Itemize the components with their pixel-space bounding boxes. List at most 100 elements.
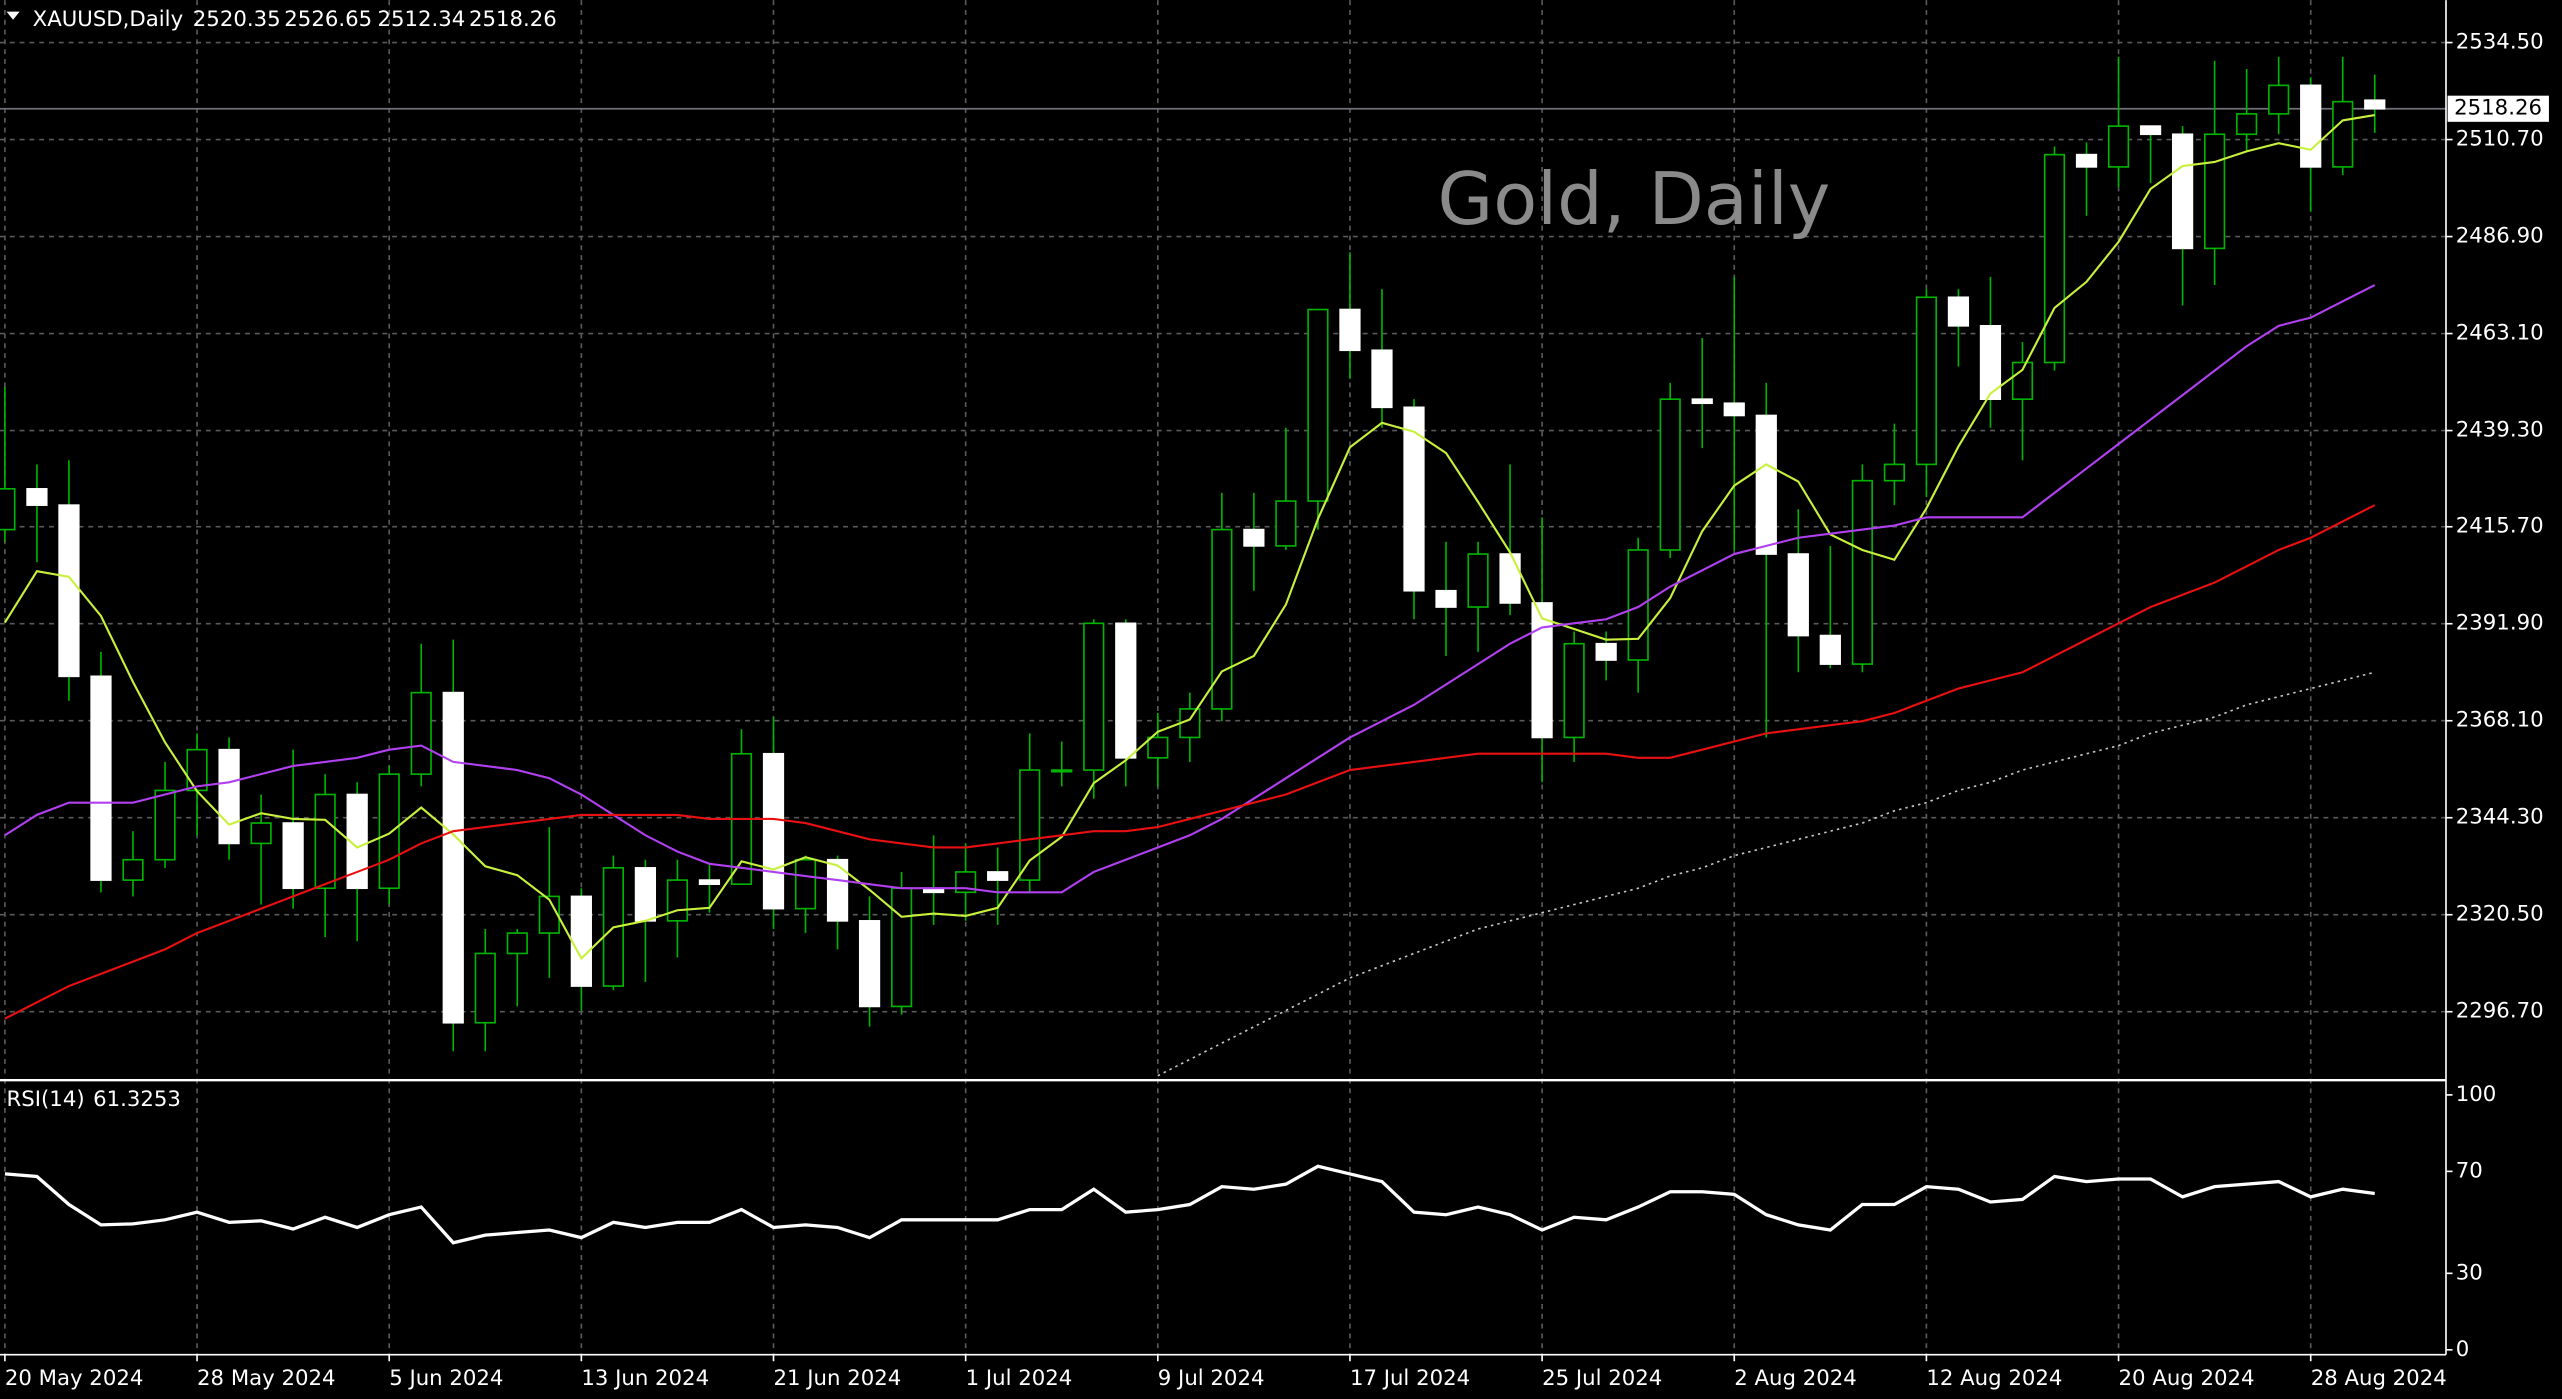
candle-body [2204, 133, 2226, 250]
candle-body [1499, 553, 1521, 604]
candle-body [2171, 133, 2194, 250]
rsi-panel [4, 1164, 2375, 1245]
header-close: 2518.26 [469, 7, 557, 32]
rsi-value: 61.3253 [93, 1087, 181, 1112]
candle-body [1147, 736, 1169, 759]
candle-body [250, 822, 272, 845]
candle-body [1627, 549, 1649, 661]
x-tick-label: 9 Jul 2024 [1158, 1366, 1265, 1391]
header-open: 2520.35 [193, 7, 281, 32]
x-tick-label: 21 Jun 2024 [774, 1366, 902, 1391]
candle-body [26, 488, 48, 506]
candle-body [2268, 84, 2290, 115]
candle-body [634, 867, 657, 922]
y-tick-label: 2391.90 [2456, 611, 2544, 636]
rsi-title: RSI(14) [7, 1087, 85, 1112]
y-tick-label: 2415.70 [2456, 514, 2544, 539]
y-tick-label: 2368.10 [2456, 708, 2544, 733]
candle-body [1339, 308, 1361, 352]
candle-body [410, 691, 432, 775]
candle-body [1595, 642, 1617, 661]
candle-body [826, 858, 849, 922]
candle-body [1723, 402, 1745, 417]
candle-body [314, 793, 336, 890]
y-tick-label: 2320.50 [2456, 902, 2544, 927]
price-label: 2518.26 [2454, 96, 2542, 121]
x-tick-label: 28 Aug 2024 [2311, 1366, 2447, 1391]
x-tick-label: 28 May 2024 [197, 1366, 335, 1391]
price-panel [0, 56, 2386, 1077]
y-tick-label: 2463.10 [2456, 321, 2544, 346]
candle-body [346, 793, 368, 890]
candle-body [858, 920, 881, 1008]
candle-body [186, 748, 208, 792]
watermark: Gold, Daily [1438, 157, 1831, 241]
candle-body [1787, 553, 1809, 637]
header-low: 2512.34 [377, 7, 465, 32]
y-tick-label: 2439.30 [2456, 418, 2544, 443]
candle-body [0, 488, 16, 531]
x-tick-label: 17 Jul 2024 [1350, 1366, 1470, 1391]
candle-body [218, 748, 240, 845]
y-tick-label: 2344.30 [2456, 805, 2544, 830]
candle-body [1819, 634, 1841, 665]
candle-body [1531, 602, 1553, 739]
symbol-title: XAUUSD,Daily [33, 7, 183, 32]
y-tick-label: 2486.90 [2456, 224, 2544, 249]
candle-body [1755, 414, 1777, 555]
y-tick-label: 2296.70 [2456, 999, 2544, 1024]
candle-body [1915, 296, 1938, 466]
line [4, 504, 2376, 1020]
candle-body [1275, 500, 1297, 547]
price-label-box [2447, 95, 2549, 122]
candle-body [1051, 769, 1073, 773]
candle-body [2332, 100, 2354, 168]
candle-body [1947, 296, 1970, 327]
candle-body [154, 789, 176, 861]
candle-body [1243, 528, 1265, 547]
candle-body [90, 675, 112, 881]
candle-body [442, 691, 464, 1024]
x-tick-label: 20 May 2024 [5, 1366, 143, 1391]
x-tick-label: 1 Jul 2024 [966, 1366, 1073, 1391]
candle-body [506, 932, 528, 955]
candle-body [474, 952, 496, 1024]
candle-body [1979, 324, 2002, 400]
candle-body [2236, 113, 2258, 136]
collapse-icon [6, 11, 20, 20]
y-tick-label: 30 [2456, 1260, 2483, 1285]
line [4, 1164, 2375, 1245]
candle-body [698, 879, 721, 885]
candle-body [122, 858, 144, 881]
candle-body [1019, 769, 1041, 881]
candle-body [58, 504, 80, 678]
candle-body [1211, 528, 1233, 710]
candle-body [570, 895, 592, 987]
x-tick-label: 12 Aug 2024 [1926, 1366, 2062, 1391]
axes [0, 0, 2453, 1362]
y-tick-label: 0 [2456, 1337, 2470, 1362]
candle-body [1371, 349, 1393, 409]
candle-body [1691, 398, 1713, 405]
candle-body [1883, 463, 1905, 482]
candle-body [282, 822, 304, 890]
y-tick-label: 70 [2456, 1158, 2483, 1183]
candle-body [2364, 99, 2386, 110]
candle-body [378, 773, 400, 890]
candle-body [2139, 125, 2162, 136]
candle-body [987, 871, 1009, 881]
x-tick-label: 5 Jun 2024 [389, 1366, 503, 1391]
y-tick-label: 2534.50 [2456, 30, 2544, 55]
candle-body [1563, 642, 1585, 739]
x-tick-label: 25 Jul 2024 [1542, 1366, 1662, 1391]
candle-body [794, 858, 817, 910]
candle-body [1435, 589, 1457, 608]
candle-body [890, 887, 913, 1008]
candle-body [1307, 308, 1329, 502]
x-tick-label: 20 Aug 2024 [2119, 1366, 2255, 1391]
labels: XAUUSD,Daily 2520.35 2526.65 2512.34 251… [5, 7, 2549, 1391]
y-tick-label: 2510.70 [2456, 127, 2544, 152]
candle-body [2075, 153, 2098, 168]
candle-body [1115, 622, 1137, 759]
